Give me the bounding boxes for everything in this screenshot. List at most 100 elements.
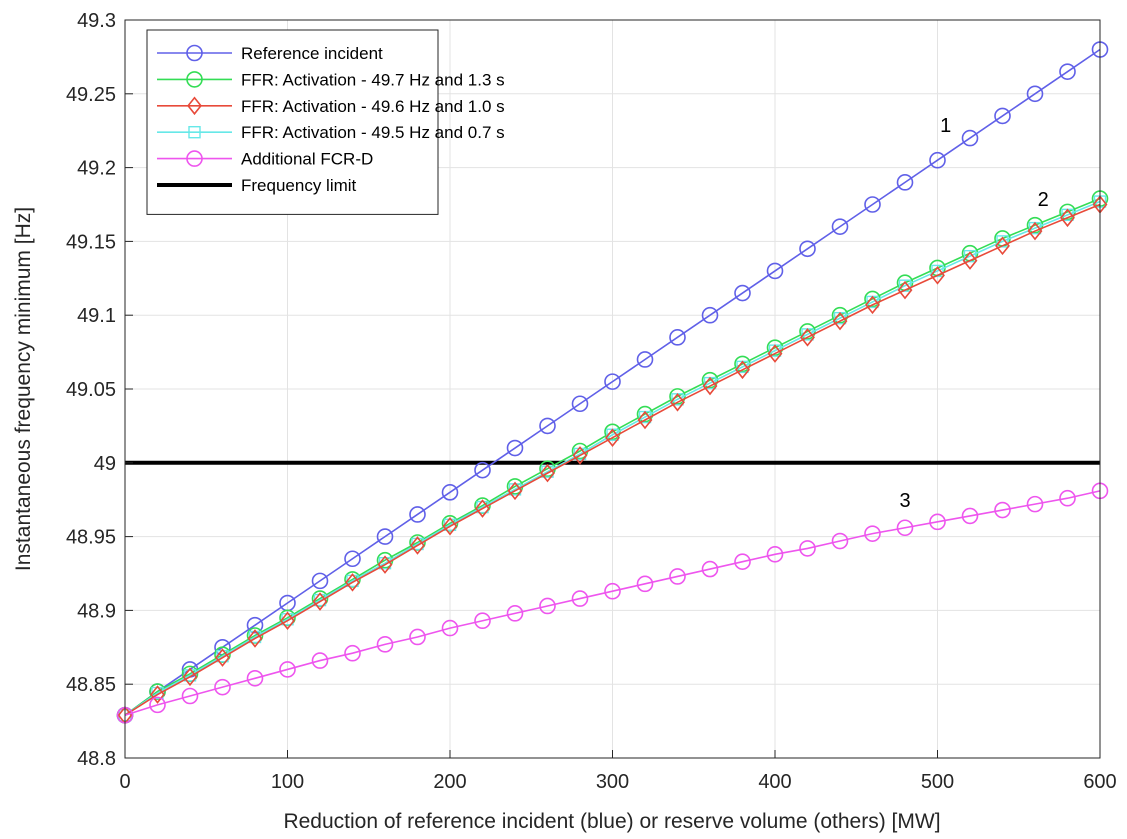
y-tick-label: 49.2 [77,158,116,180]
series-4-line [124,200,1101,716]
series-1-point [344,550,361,568]
series-1-point [799,240,816,258]
series-1-point [864,196,881,213]
series-1-point [831,218,849,235]
y-tick-label: 48.8 [77,748,116,770]
x-tick-label: 400 [758,771,791,793]
y-tick-label: 48.9 [77,600,116,622]
series-5-point [669,568,686,585]
series-1-point [929,151,946,169]
series-5-point [604,582,621,600]
series-3-point [1060,208,1075,228]
series-3-point [702,376,718,396]
series-1-point [961,129,979,147]
legend-marker [186,44,203,62]
series-4-point [963,249,977,263]
series-1-point [636,351,654,368]
series-5-point [409,628,426,646]
series-1-point [896,174,914,191]
series-1-point [1059,63,1076,80]
legend-label: Additional FCR-D [241,150,373,169]
series-3 [117,195,1108,725]
series-1-point [376,528,394,545]
series-5-point [994,501,1011,519]
series-1-point [409,506,426,523]
series-5-point [344,644,361,662]
series-5-point [701,560,719,578]
y-tick-label: 48.95 [66,527,116,549]
y-tick-label: 49.1 [77,305,116,327]
series-3-point [800,328,815,347]
series-2-point [604,423,621,441]
series-3-point [1027,221,1043,241]
series-5-point [1059,489,1076,507]
series-5-point [929,513,946,531]
series-1-point [734,284,751,302]
series-3-line [124,203,1101,716]
series-1-point [246,616,264,634]
series-5-point [279,661,296,678]
series-1-point [994,107,1011,125]
series-1-point [539,417,556,435]
series-3-point [670,393,685,412]
series-5-point [799,540,816,557]
series-3-point [832,311,848,331]
series-5-point [961,507,979,525]
series-3-point [897,280,913,300]
legend: Reference incident FFR: Activation - 49.7… [146,29,505,215]
series-1-point [1026,85,1044,103]
series-5-point [149,696,166,714]
y-tick-label: 49.3 [77,10,116,32]
series-4-point [931,264,944,278]
series-5-point [181,687,199,705]
series-3-point [475,499,490,518]
legend-label: FFR: Activation - 49.7 Hz and 1.3 s [241,70,505,89]
series-5-point [864,525,881,542]
y-tick-label: 48.85 [66,674,116,696]
y-tick-label: 49 [94,453,116,475]
series-1-point [441,484,459,501]
series-4-point [996,235,1009,248]
series-5-point [539,597,556,615]
series-3-point [930,266,945,285]
series-3-point [410,536,425,555]
x-axis-label: Reduction of reference incident (blue) o… [283,810,940,833]
legend-marker [186,71,203,88]
series-3-point [637,410,653,430]
series-3-point [312,592,328,611]
series-2-point [636,405,654,423]
series-3-point [150,685,165,704]
series-5-point [474,612,491,630]
x-tick-label: 0 [119,771,130,793]
series-3-point [995,236,1010,256]
series-1-point [669,329,686,346]
series-1-point [701,306,719,324]
ticks: 0 100 200 300 400 500 600 48.8 48.85 48.9 48.95 49 4… [66,10,1117,793]
series-1-point [571,395,589,413]
series-4-point [898,279,912,292]
series-3-point [182,667,198,687]
series-3-point [442,516,458,536]
series-5-point [311,652,329,669]
x-tick-label: 500 [921,771,954,793]
annotations: 1 2 3 [899,115,1048,512]
series-5-point [571,590,589,607]
series-3-point [540,463,555,483]
series-1-point [604,373,621,390]
legend-label: FFR: Activation - 49.5 Hz and 0.7 s [241,123,505,142]
series-3-point [215,648,230,667]
y-tick-label: 49.25 [66,84,116,106]
series-5-point [734,553,751,570]
y-axis-label: Instantaneous frequency minimum [Hz] [12,207,35,571]
series-5-point [766,546,784,563]
series-5-point [636,575,654,593]
legend-marker [186,150,203,167]
series-5-point [506,605,524,622]
series-5-point [441,619,459,637]
series-5-point [831,532,849,550]
series-1-point [506,439,524,457]
y-tick-label: 49.05 [66,379,116,401]
legend-marker [187,96,202,116]
x-tick-label: 200 [433,771,466,793]
series-1-line [124,48,1101,716]
